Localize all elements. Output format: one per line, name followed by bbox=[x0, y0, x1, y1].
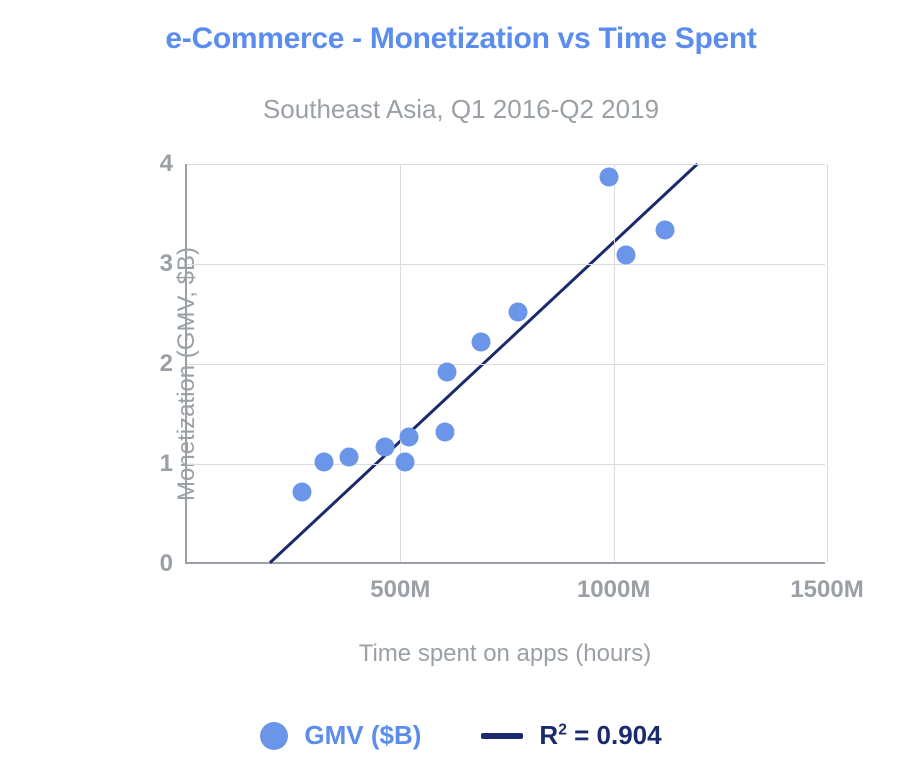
gridline-horizontal bbox=[187, 464, 825, 465]
y-tick-label: 4 bbox=[160, 150, 187, 178]
legend-r2-sup: 2 bbox=[558, 721, 567, 738]
legend-series-label: GMV ($B) bbox=[304, 720, 421, 751]
legend-r2: R2 = 0.904 bbox=[481, 720, 661, 751]
gridline-vertical bbox=[614, 164, 615, 562]
gridline-horizontal bbox=[187, 264, 825, 265]
legend-r2-prefix: R bbox=[539, 720, 558, 750]
x-axis-label: Time spent on apps (hours) bbox=[185, 640, 825, 668]
x-tick-label: 1500M bbox=[790, 562, 863, 604]
chart-subtitle: Southeast Asia, Q1 2016-Q2 2019 bbox=[0, 94, 922, 125]
legend-r2-label: R2 = 0.904 bbox=[539, 720, 661, 751]
gridline-horizontal bbox=[187, 164, 825, 165]
legend: GMV ($B) R2 = 0.904 bbox=[0, 720, 922, 751]
data-point bbox=[399, 428, 418, 447]
legend-line-icon bbox=[481, 733, 523, 739]
legend-series: GMV ($B) bbox=[260, 720, 421, 751]
data-point bbox=[472, 333, 491, 352]
chart-title: e-Commerce - Monetization vs Time Spent bbox=[0, 22, 922, 56]
data-point bbox=[655, 221, 674, 240]
data-point bbox=[314, 453, 333, 472]
x-tick-label: 1000M bbox=[577, 562, 650, 604]
y-tick-label: 0 bbox=[160, 550, 187, 578]
y-tick-label: 3 bbox=[160, 250, 187, 278]
plot-region: 500M1000M1500M01234 bbox=[185, 164, 825, 564]
gridline-vertical bbox=[827, 164, 828, 562]
legend-dot-icon bbox=[260, 722, 288, 750]
data-point bbox=[617, 246, 636, 265]
x-tick-label: 500M bbox=[370, 562, 430, 604]
data-point bbox=[438, 363, 457, 382]
data-point bbox=[340, 448, 359, 467]
gridline-horizontal bbox=[187, 364, 825, 365]
data-point bbox=[600, 168, 619, 187]
gridline-vertical bbox=[400, 164, 401, 562]
data-point bbox=[395, 453, 414, 472]
legend-r2-suffix: = 0.904 bbox=[567, 720, 662, 750]
data-point bbox=[508, 303, 527, 322]
data-point bbox=[436, 423, 455, 442]
y-tick-label: 2 bbox=[160, 350, 187, 378]
data-point bbox=[293, 483, 312, 502]
y-tick-label: 1 bbox=[160, 450, 187, 478]
data-point bbox=[376, 438, 395, 457]
